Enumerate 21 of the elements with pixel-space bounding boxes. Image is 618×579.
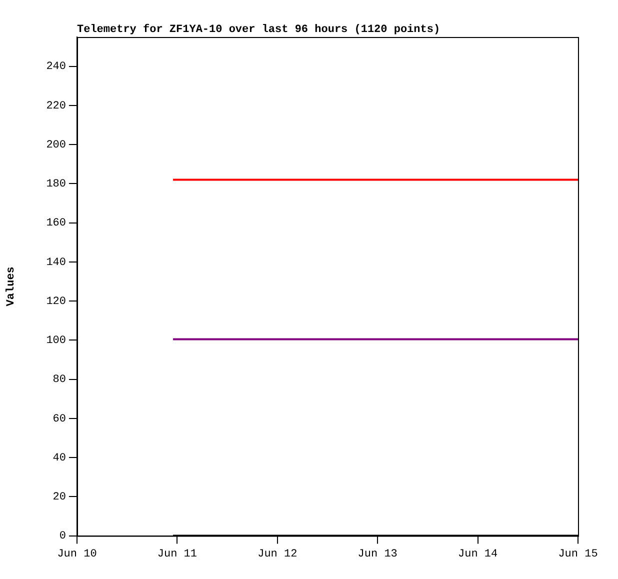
y-tick-label: 180: [46, 178, 66, 191]
x-tick-label: Jun 15: [558, 548, 598, 560]
y-tick-label: 240: [46, 61, 66, 74]
y-axis-title: Values: [5, 266, 18, 306]
y-tick-label: 0: [59, 530, 66, 543]
x-tick-label: Jun 10: [57, 548, 97, 560]
x-tick-label: Jun 14: [458, 548, 498, 560]
y-tick-label: 200: [46, 139, 66, 152]
y-tick-label: 80: [52, 374, 66, 386]
y-tick-label: 120: [46, 296, 66, 308]
y-tick-label: 20: [52, 492, 66, 504]
x-tick-label: Jun 11: [157, 548, 198, 560]
y-tick-label: 40: [52, 452, 66, 464]
y-tick-label: 140: [46, 256, 66, 269]
y-tick-label: 60: [52, 413, 66, 426]
x-tick-label: Jun 13: [358, 548, 398, 560]
x-tick-label: Jun 12: [258, 548, 298, 560]
y-tick-label: 160: [46, 218, 66, 230]
chart-title: Telemetry for ZF1YA-10 over last 96 hours (1120 points): [77, 23, 440, 36]
y-tick-label: 100: [46, 335, 66, 348]
y-tick-label: 220: [46, 100, 66, 112]
